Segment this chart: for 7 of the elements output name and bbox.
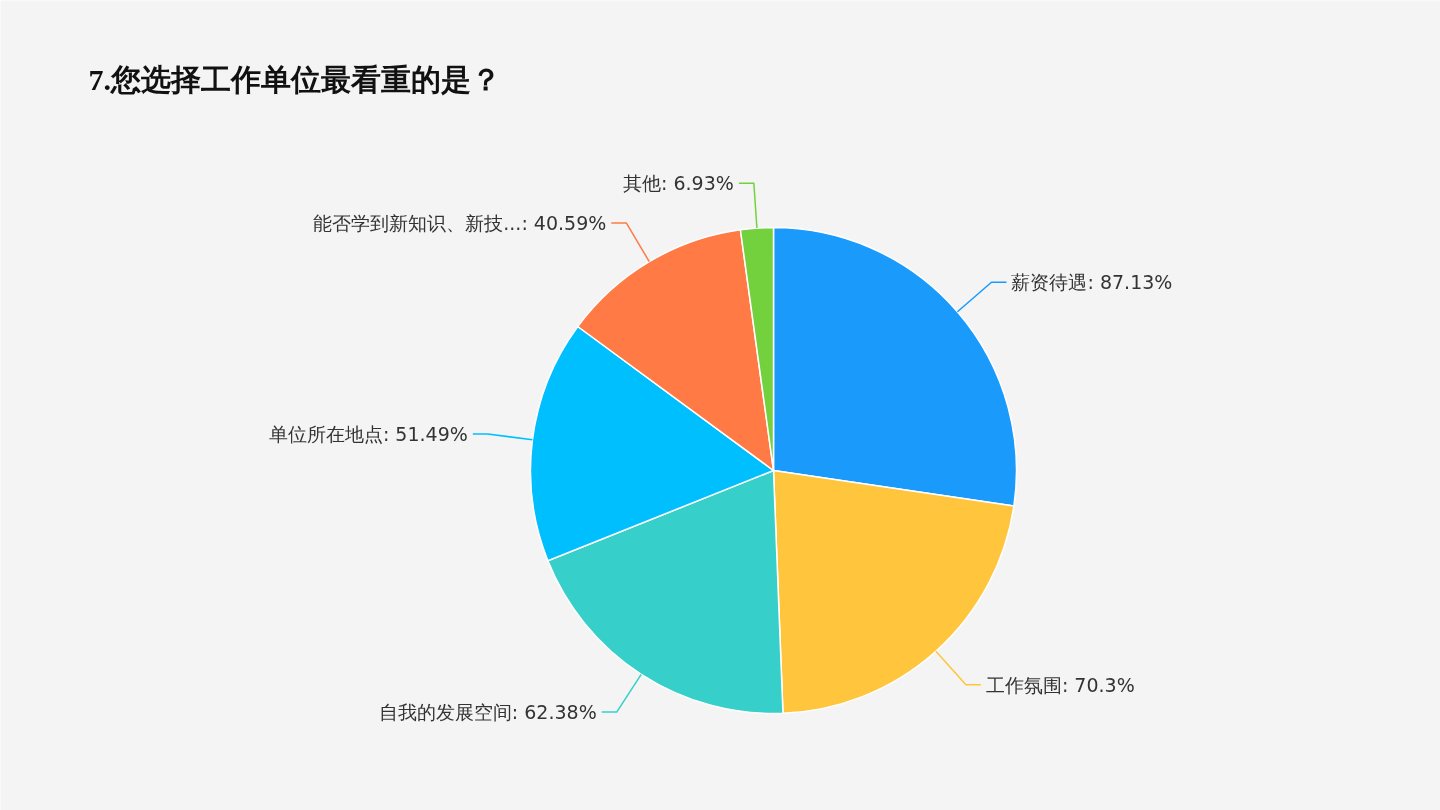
slice-label: 工作氛围: 70.3% (985, 673, 1135, 696)
slice-label: 能否学到新知识、新技...: 40.59% (313, 211, 607, 234)
slice-label: 薪资待遇: 87.13% (1011, 271, 1173, 294)
chart-title: 7.您选择工作单位最看重的是？ (88, 62, 501, 96)
slice-label: 单位所在地点: 51.49% (268, 423, 468, 446)
slice-label: 其他: 6.93% (623, 172, 734, 195)
slice-label: 自我的发展空间: 62.38% (378, 701, 597, 724)
